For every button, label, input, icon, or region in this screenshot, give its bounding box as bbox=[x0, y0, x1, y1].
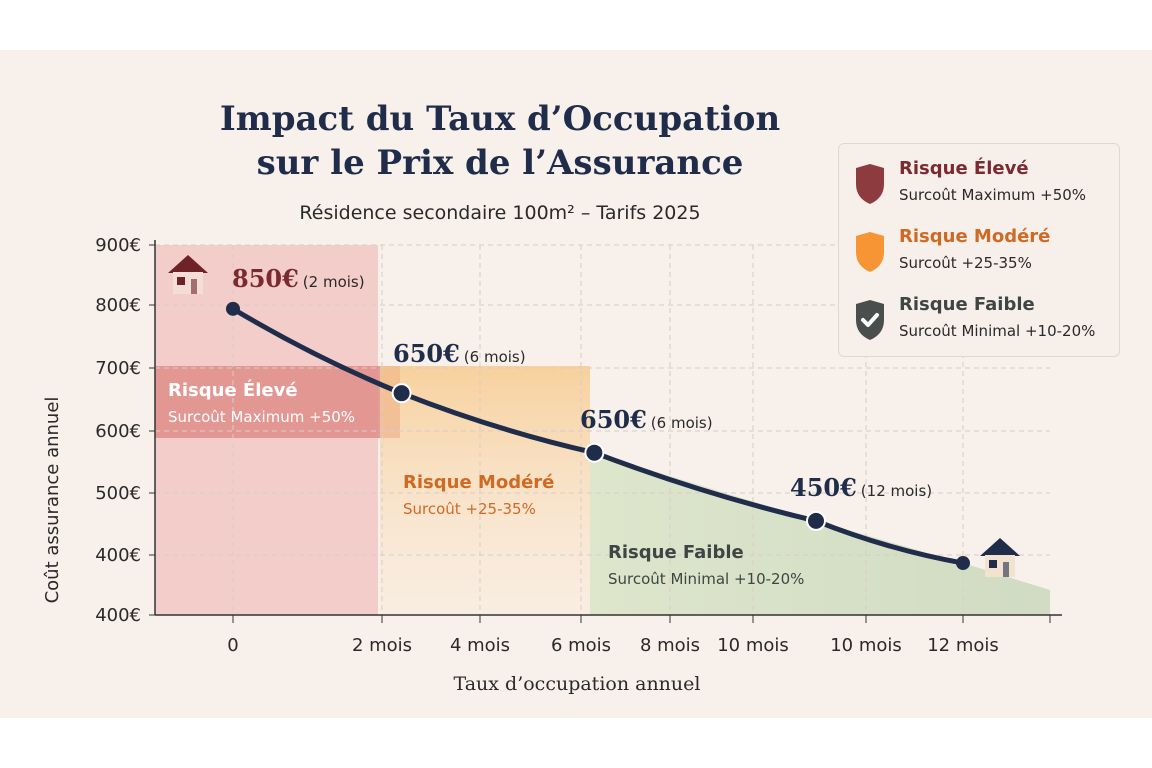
house-icon bbox=[168, 255, 208, 294]
point-value-label: 450€ bbox=[790, 473, 857, 502]
data-point bbox=[226, 301, 240, 316]
legend-title: Risque Élevé bbox=[899, 158, 1029, 179]
x-tick-label: 6 mois bbox=[551, 635, 611, 656]
y-tick-label: 900€ bbox=[95, 235, 141, 256]
y-tick-label: 400€ bbox=[95, 545, 141, 566]
x-tick-label: 4 mois bbox=[450, 635, 510, 656]
x-tick-label: 10 mois bbox=[830, 635, 902, 656]
y-tick-label: 600€ bbox=[95, 421, 141, 442]
point-note-label: (6 mois) bbox=[464, 348, 526, 366]
data-point bbox=[584, 442, 605, 463]
zone-subtitle: Surcoût Maximum +50% bbox=[168, 408, 355, 426]
chart-title-line-1: Impact du Taux d’Occupation bbox=[219, 99, 781, 139]
data-point bbox=[391, 383, 412, 404]
shield-check-icon bbox=[856, 300, 884, 340]
x-tick-label: 8 mois bbox=[640, 635, 700, 656]
legend-sub: Surcoût Maximum +50% bbox=[899, 186, 1087, 204]
legend: Risque Élevé Surcoût Maximum +50% Risque… bbox=[838, 143, 1120, 357]
zone-subtitle: Surcoût Minimal +10-20% bbox=[608, 570, 804, 588]
band-moderate-risk bbox=[380, 366, 590, 615]
legend-sub: Surcoût +25-35% bbox=[899, 254, 1032, 272]
data-point bbox=[956, 556, 970, 571]
legend-sub: Surcoût Minimal +10-20% bbox=[899, 322, 1096, 340]
legend-title: Risque Faible bbox=[899, 294, 1035, 315]
x-tick-label: 12 mois bbox=[927, 635, 999, 656]
house-icon bbox=[980, 538, 1020, 577]
data-point bbox=[806, 510, 826, 531]
x-tick-label: 0 bbox=[227, 635, 238, 656]
point-value-label: 650€ bbox=[580, 405, 647, 434]
zone-title: Risque Faible bbox=[608, 542, 744, 563]
chart-title-line-2: sur le Prix de l’Assurance bbox=[256, 143, 744, 183]
band-high-risk-label-bg bbox=[155, 366, 400, 438]
y-tick-label: 400€ bbox=[95, 605, 141, 626]
point-note-label: (12 mois) bbox=[861, 482, 932, 500]
y-tick-label: 800€ bbox=[95, 295, 141, 316]
y-axis-label: Coût assurance annuel bbox=[42, 397, 63, 604]
point-value-label: 850€ bbox=[232, 264, 299, 293]
y-tick-label: 500€ bbox=[95, 483, 141, 504]
zone-subtitle: Surcoût +25-35% bbox=[403, 500, 536, 518]
x-tick-label: 2 mois bbox=[352, 635, 412, 656]
y-tick-label: 700€ bbox=[95, 358, 141, 379]
chart-subtitle: Résidence secondaire 100m² – Tarifs 2025 bbox=[299, 202, 701, 224]
point-note-label: (6 mois) bbox=[651, 414, 713, 432]
legend-title: Risque Modéré bbox=[899, 226, 1051, 247]
point-value-label: 650€ bbox=[393, 339, 460, 368]
x-tick-label: 10 mois bbox=[717, 635, 789, 656]
zone-title: Risque Élevé bbox=[168, 379, 298, 401]
point-note-label: (2 mois) bbox=[303, 273, 365, 291]
x-axis-label: Taux d’occupation annuel bbox=[454, 673, 701, 695]
shield-icon bbox=[856, 232, 884, 272]
zone-title: Risque Modéré bbox=[403, 472, 554, 493]
shield-icon bbox=[856, 164, 884, 204]
